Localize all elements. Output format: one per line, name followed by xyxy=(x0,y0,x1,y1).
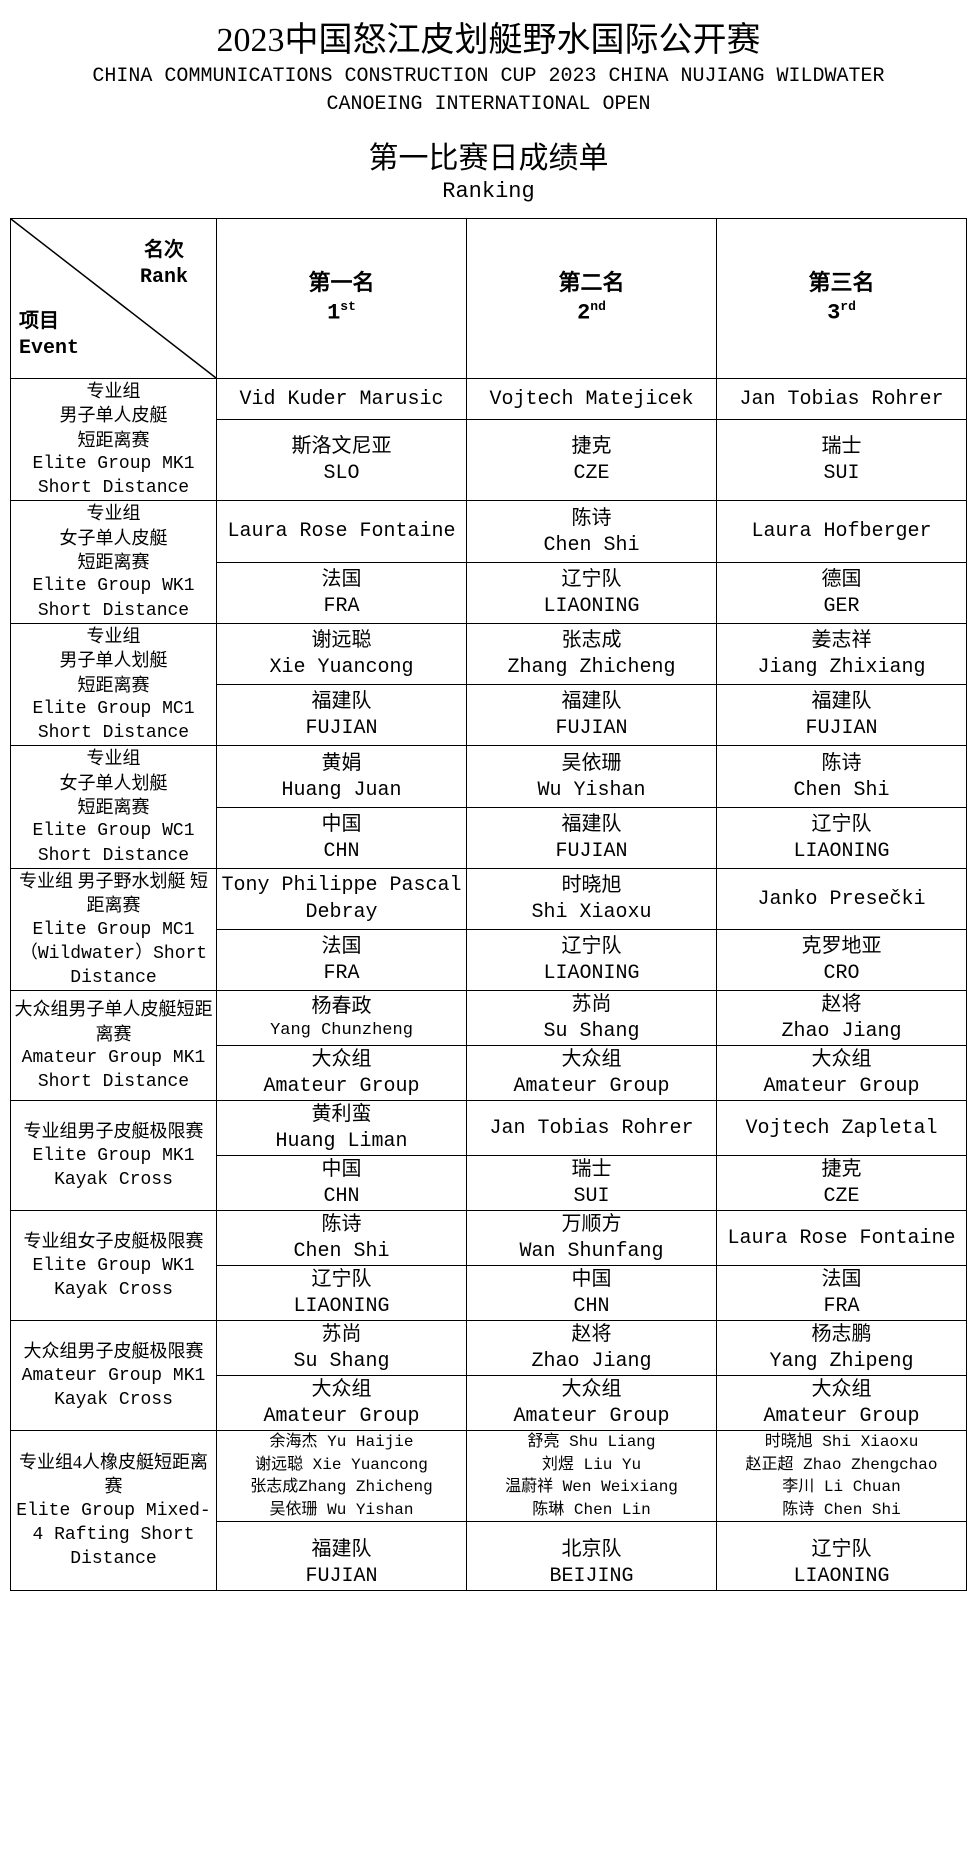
title-block: 2023中国怒江皮划艇野水国际公开赛 CHINA COMMUNICATIONS … xyxy=(0,0,977,210)
athlete-name: 时晓旭 Shi Xiaoxu赵正超 Zhao Zhengchao李川 Li Ch… xyxy=(717,1431,967,1522)
country-cell: 斯洛文尼亚SLO xyxy=(217,420,467,501)
athlete-name: 万顺方Wan Shunfang xyxy=(467,1211,717,1266)
athlete-name: Laura Hofberger xyxy=(717,501,967,562)
table-row: 专业组男子单人皮艇短距离赛Elite Group MK1 Short Dista… xyxy=(11,379,967,420)
corner-cell: 名次 Rank 项目 Event xyxy=(11,219,217,379)
country-cell: 辽宁队LIAONING xyxy=(467,562,717,623)
country-cell: 辽宁队LIAONING xyxy=(467,930,717,991)
athlete-name: 舒亮 Shu Liang刘煜 Liu Yu温蔚祥 Wen Weixiang陈琳 … xyxy=(467,1431,717,1522)
table-row: 专业组女子单人划艇短距离赛Elite Group WC1 Short Dista… xyxy=(11,746,967,807)
country-cell: 捷克CZE xyxy=(467,420,717,501)
country-cell: 法国FRA xyxy=(717,1266,967,1321)
subtitle-cn: 第一比赛日成绩单 xyxy=(20,133,957,177)
country-cell: 大众组Amateur Group xyxy=(717,1046,967,1101)
athlete-name: 苏尚Su Shang xyxy=(467,991,717,1046)
athlete-name: 杨春政Yang Chunzheng xyxy=(217,991,467,1046)
country-cell: 捷克CZE xyxy=(717,1156,967,1211)
athlete-name: 赵将Zhao Jiang xyxy=(717,991,967,1046)
event-cell: 专业组男子皮艇极限赛Elite Group MK1 Kayak Cross xyxy=(11,1101,217,1211)
athlete-name: 陈诗Chen Shi xyxy=(717,746,967,807)
event-cell: 专业组女子单人划艇短距离赛Elite Group WC1 Short Dista… xyxy=(11,746,217,868)
table-row: 专业组男子单人划艇短距离赛Elite Group MC1 Short Dista… xyxy=(11,623,967,684)
athlete-name: Laura Rose Fontaine xyxy=(717,1211,967,1266)
event-cell: 专业组女子皮艇极限赛Elite Group WK1 Kayak Cross xyxy=(11,1211,217,1321)
country-cell: 辽宁队LIAONING xyxy=(717,807,967,868)
table-row: 专业组男子皮艇极限赛Elite Group MK1 Kayak Cross黄利蛮… xyxy=(11,1101,967,1156)
athlete-name: 杨志鹏Yang Zhipeng xyxy=(717,1321,967,1376)
title-en: CHINA COMMUNICATIONS CONSTRUCTION CUP 20… xyxy=(20,63,957,119)
athlete-name: Vojtech Matejicek xyxy=(467,379,717,420)
country-cell: 法国FRA xyxy=(217,930,467,991)
country-cell: 福建队FUJIAN xyxy=(217,1521,467,1590)
athlete-name: 黄利蛮Huang Liman xyxy=(217,1101,467,1156)
col-2nd: 第二名 2nd xyxy=(467,219,717,379)
country-cell: 大众组Amateur Group xyxy=(467,1376,717,1431)
event-cell: 专业组男子单人划艇短距离赛Elite Group MC1 Short Dista… xyxy=(11,623,217,745)
country-cell: 北京队BEIJING xyxy=(467,1521,717,1590)
table-row: 大众组男子单人皮艇短距离赛Amateur Group MK1 Short Dis… xyxy=(11,991,967,1046)
athlete-name: Vid Kuder Marusic xyxy=(217,379,467,420)
event-cell: 专业组男子单人皮艇短距离赛Elite Group MK1 Short Dista… xyxy=(11,379,217,501)
athlete-name: Vojtech Zapletal xyxy=(717,1101,967,1156)
event-cell: 大众组男子皮艇极限赛Amateur Group MK1 Kayak Cross xyxy=(11,1321,217,1431)
table-row: 专业组女子单人皮艇短距离赛Elite Group WK1 Short Dista… xyxy=(11,501,967,562)
country-cell: 德国GER xyxy=(717,562,967,623)
country-cell: 大众组Amateur Group xyxy=(217,1046,467,1101)
athlete-name: Jan Tobias Rohrer xyxy=(467,1101,717,1156)
header-row: 名次 Rank 项目 Event 第一名 1st 第二名 2nd 第三名 3rd xyxy=(11,219,967,379)
country-cell: 中国CHN xyxy=(217,1156,467,1211)
event-cell: 专业组4人橡皮艇短距离赛Elite Group Mixed-4 Rafting … xyxy=(11,1431,217,1591)
title-cn: 2023中国怒江皮划艇野水国际公开赛 xyxy=(20,12,957,61)
country-cell: 中国CHN xyxy=(217,807,467,868)
table-row: 专业组4人橡皮艇短距离赛Elite Group Mixed-4 Rafting … xyxy=(11,1431,967,1522)
col-3rd: 第三名 3rd xyxy=(717,219,967,379)
country-cell: 中国CHN xyxy=(467,1266,717,1321)
event-cell: 专业组 男子野水划艇 短距离赛Elite Group MC1（Wildwater… xyxy=(11,868,217,990)
country-cell: 福建队FUJIAN xyxy=(467,807,717,868)
country-cell: 法国FRA xyxy=(217,562,467,623)
athlete-name: 陈诗Chen Shi xyxy=(467,501,717,562)
country-cell: 瑞士SUI xyxy=(467,1156,717,1211)
country-cell: 瑞士SUI xyxy=(717,420,967,501)
country-cell: 克罗地亚CRO xyxy=(717,930,967,991)
athlete-name: Laura Rose Fontaine xyxy=(217,501,467,562)
country-cell: 福建队FUJIAN xyxy=(717,685,967,746)
event-cell: 专业组女子单人皮艇短距离赛Elite Group WK1 Short Dista… xyxy=(11,501,217,623)
table-row: 大众组男子皮艇极限赛Amateur Group MK1 Kayak Cross苏… xyxy=(11,1321,967,1376)
table-row: 专业组女子皮艇极限赛Elite Group WK1 Kayak Cross陈诗C… xyxy=(11,1211,967,1266)
table-row: 专业组 男子野水划艇 短距离赛Elite Group MC1（Wildwater… xyxy=(11,868,967,929)
country-cell: 福建队FUJIAN xyxy=(217,685,467,746)
athlete-name: 余海杰 Yu Haijie谢远聪 Xie Yuancong张志成Zhang Zh… xyxy=(217,1431,467,1522)
ranking-table: 名次 Rank 项目 Event 第一名 1st 第二名 2nd 第三名 3rd xyxy=(10,218,967,1591)
country-cell: 辽宁队LIAONING xyxy=(717,1521,967,1590)
country-cell: 福建队FUJIAN xyxy=(467,685,717,746)
athlete-name: 苏尚Su Shang xyxy=(217,1321,467,1376)
athlete-name: 姜志祥Jiang Zhixiang xyxy=(717,623,967,684)
athlete-name: 张志成Zhang Zhicheng xyxy=(467,623,717,684)
subtitle-en: Ranking xyxy=(20,179,957,204)
athlete-name: 陈诗Chen Shi xyxy=(217,1211,467,1266)
athlete-name: Jan Tobias Rohrer xyxy=(717,379,967,420)
event-cell: 大众组男子单人皮艇短距离赛Amateur Group MK1 Short Dis… xyxy=(11,991,217,1101)
athlete-name: 黄娟Huang Juan xyxy=(217,746,467,807)
athlete-name: 时晓旭Shi Xiaoxu xyxy=(467,868,717,929)
country-cell: 辽宁队LIAONING xyxy=(217,1266,467,1321)
athlete-name: 谢远聪Xie Yuancong xyxy=(217,623,467,684)
athlete-name: 赵将Zhao Jiang xyxy=(467,1321,717,1376)
athlete-name: 吴依珊Wu Yishan xyxy=(467,746,717,807)
country-cell: 大众组Amateur Group xyxy=(467,1046,717,1101)
athlete-name: Tony Philippe Pascal Debray xyxy=(217,868,467,929)
country-cell: 大众组Amateur Group xyxy=(217,1376,467,1431)
col-1st: 第一名 1st xyxy=(217,219,467,379)
athlete-name: Janko Presečki xyxy=(717,868,967,929)
country-cell: 大众组Amateur Group xyxy=(717,1376,967,1431)
